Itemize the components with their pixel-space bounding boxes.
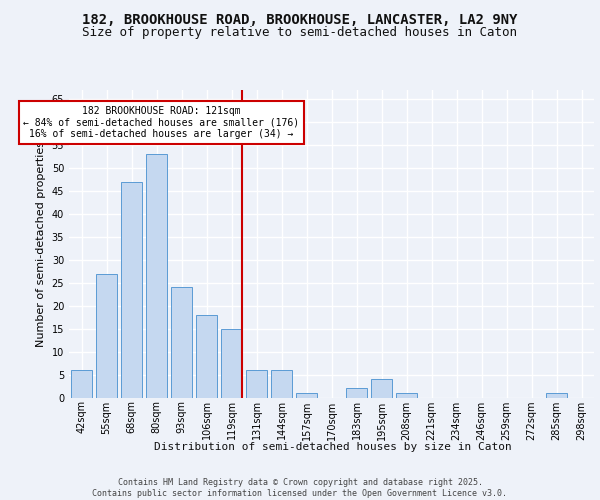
Bar — [271, 370, 292, 398]
Bar — [296, 393, 317, 398]
Bar — [146, 154, 167, 398]
Bar — [371, 379, 392, 398]
Text: 182, BROOKHOUSE ROAD, BROOKHOUSE, LANCASTER, LA2 9NY: 182, BROOKHOUSE ROAD, BROOKHOUSE, LANCAS… — [82, 12, 518, 26]
Y-axis label: Number of semi-detached properties: Number of semi-detached properties — [36, 141, 46, 347]
Text: Size of property relative to semi-detached houses in Caton: Size of property relative to semi-detach… — [83, 26, 517, 39]
Text: Distribution of semi-detached houses by size in Caton: Distribution of semi-detached houses by … — [154, 442, 512, 452]
Bar — [121, 182, 142, 398]
Bar — [171, 288, 192, 398]
Bar — [396, 393, 417, 398]
Bar — [346, 388, 367, 398]
Bar — [71, 370, 92, 398]
Bar — [546, 393, 567, 398]
Text: Contains HM Land Registry data © Crown copyright and database right 2025.
Contai: Contains HM Land Registry data © Crown c… — [92, 478, 508, 498]
Bar — [221, 328, 242, 398]
Bar — [246, 370, 267, 398]
Bar — [196, 315, 217, 398]
Bar — [96, 274, 117, 398]
Text: 182 BROOKHOUSE ROAD: 121sqm
← 84% of semi-detached houses are smaller (176)
16% : 182 BROOKHOUSE ROAD: 121sqm ← 84% of sem… — [23, 106, 299, 140]
